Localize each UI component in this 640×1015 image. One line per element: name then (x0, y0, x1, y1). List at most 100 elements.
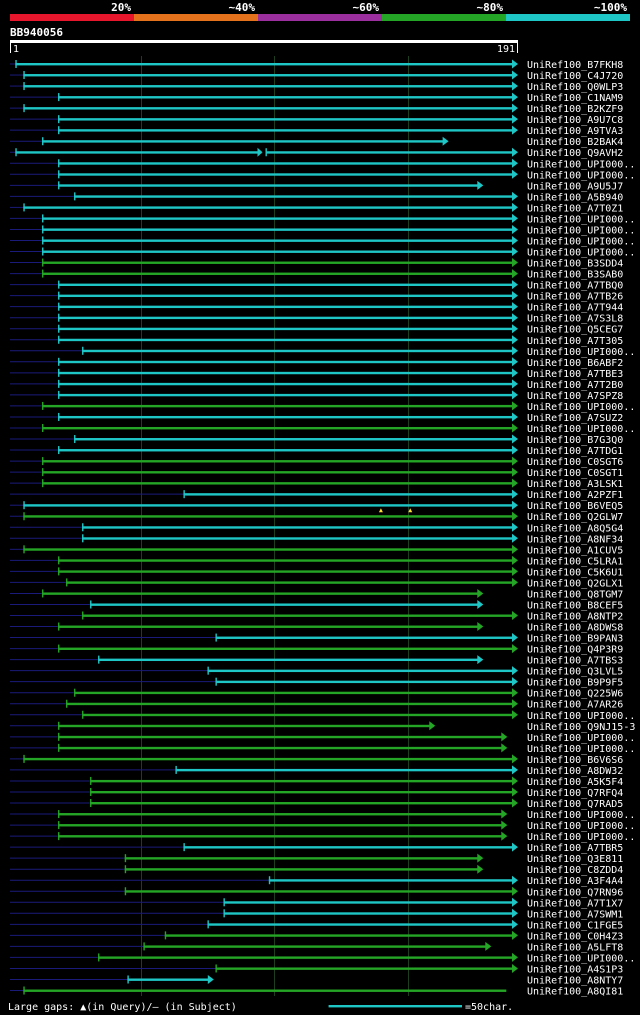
hit-label[interactable]: UniRef100_Q8TGM7 (527, 589, 623, 600)
hit-bar[interactable] (42, 460, 513, 463)
hit-bar[interactable] (58, 813, 503, 816)
hit-bar[interactable] (58, 382, 513, 386)
hit-label[interactable]: UniRef100_A7T305 (527, 336, 623, 347)
hit-bar[interactable] (42, 471, 513, 474)
hit-label[interactable]: UniRef100_A7SPZ8 (527, 391, 623, 402)
hit-bar[interactable] (82, 614, 514, 617)
hit-bar[interactable] (23, 757, 514, 761)
hit-bar[interactable] (58, 559, 513, 562)
hit-label[interactable]: UniRef100_B2KZF9 (527, 104, 623, 115)
hit-bar[interactable] (42, 228, 513, 231)
hit-label[interactable]: UniRef100_Q225W6 (527, 689, 623, 700)
hit-label[interactable]: UniRef100_A8NTY7 (527, 975, 623, 986)
hit-label[interactable]: UniRef100_Q0WLP3 (527, 82, 623, 93)
hit-label[interactable]: UniRef100_A5K5F4 (527, 777, 623, 788)
hit-bar[interactable] (124, 868, 479, 871)
hit-bar[interactable] (42, 239, 513, 242)
hit-label[interactable]: UniRef100_UPI000.. (527, 170, 635, 181)
hit-label[interactable]: UniRef100_UPI000.. (527, 711, 635, 722)
hit-bar[interactable] (42, 272, 513, 275)
hit-label[interactable]: UniRef100_UPI000.. (527, 214, 635, 225)
hit-label[interactable]: UniRef100_B3SDD4 (527, 259, 623, 270)
hit-label[interactable]: UniRef100_C8ZDD4 (527, 865, 623, 876)
hit-label[interactable]: UniRef100_A7S3L8 (527, 314, 623, 325)
hit-bar[interactable] (183, 493, 513, 496)
hit-label[interactable]: UniRef100_UPI000.. (527, 248, 635, 259)
hit-label[interactable]: UniRef100_A8DWS8 (527, 623, 623, 634)
hit-label[interactable]: UniRef100_C5K6U1 (527, 567, 623, 578)
hit-bar[interactable] (23, 504, 514, 507)
hit-label[interactable]: UniRef100_C4J720 (527, 71, 623, 82)
hit-label[interactable]: UniRef100_UPI000.. (527, 225, 635, 236)
hit-label[interactable]: UniRef100_A7T0Z1 (527, 203, 623, 214)
hit-bar[interactable] (58, 393, 513, 397)
hit-label[interactable]: UniRef100_A7T1X7 (527, 898, 623, 909)
hit-bar[interactable] (58, 327, 513, 331)
hit-bar[interactable] (58, 360, 513, 364)
hit-bar[interactable] (58, 835, 503, 838)
hit-label[interactable]: UniRef100_Q7RFQ4 (527, 788, 623, 799)
hit-bar[interactable] (66, 702, 514, 706)
hit-bar[interactable] (42, 426, 513, 430)
hit-bar[interactable] (58, 415, 513, 419)
hit-label[interactable]: UniRef100_Q2GLX1 (527, 578, 623, 589)
hit-label[interactable]: UniRef100_A8DW32 (527, 766, 623, 777)
hit-bar[interactable] (58, 316, 513, 320)
hit-bar[interactable] (207, 923, 513, 926)
hit-label[interactable]: UniRef100_UPI000.. (527, 821, 635, 832)
hit-bar[interactable] (223, 901, 513, 904)
hit-label[interactable]: UniRef100_C5LRA1 (527, 556, 623, 567)
hit-label[interactable]: UniRef100_A7TBE3 (527, 369, 623, 380)
hit-label[interactable]: UniRef100_UPI000.. (527, 402, 635, 413)
hit-label[interactable]: UniRef100_A7SUZ2 (527, 413, 623, 424)
hit-label[interactable]: UniRef100_C0H4Z3 (527, 931, 623, 942)
hit-label[interactable]: UniRef100_A7TB26 (527, 292, 623, 303)
hit-label[interactable]: UniRef100_B6V6S6 (527, 755, 623, 766)
hit-label[interactable]: UniRef100_A3LSK1 (527, 479, 623, 490)
hit-label[interactable]: UniRef100_A2PZF1 (527, 490, 623, 501)
hit-bar[interactable] (58, 824, 503, 827)
hit-label[interactable]: UniRef100_A8Q5G4 (527, 523, 623, 534)
hit-bar[interactable] (15, 63, 513, 66)
hit-label[interactable]: UniRef100_B6VEQ5 (527, 501, 623, 512)
hit-bar[interactable] (58, 283, 513, 286)
hit-label[interactable]: UniRef100_B2BAK4 (527, 137, 623, 148)
hit-label[interactable]: UniRef100_Q3E811 (527, 854, 623, 865)
hit-label[interactable]: UniRef100_B9P9F5 (527, 678, 623, 689)
hit-label[interactable]: UniRef100_UPI000.. (527, 733, 635, 744)
hit-bar[interactable] (98, 658, 479, 662)
hit-bar[interactable] (58, 184, 479, 187)
hit-bar[interactable] (42, 482, 513, 485)
hit-bar[interactable] (183, 846, 513, 849)
hit-bar[interactable] (42, 140, 444, 143)
hit-label[interactable]: UniRef100_A7AR26 (527, 700, 623, 711)
hit-label[interactable]: UniRef100_Q9NJ15-3 (527, 722, 635, 733)
hit-label[interactable]: UniRef100_A3F4A4 (527, 876, 623, 887)
hit-label[interactable]: UniRef100_A9U7C8 (527, 115, 623, 126)
hit-bar[interactable] (143, 945, 487, 948)
hit-bar[interactable] (215, 636, 513, 639)
hit-label[interactable]: UniRef100_UPI000.. (527, 424, 635, 435)
hit-label[interactable]: UniRef100_C0SGT1 (527, 468, 623, 479)
hit-label[interactable]: UniRef100_UPI000.. (527, 744, 635, 755)
hit-bar[interactable] (66, 581, 514, 584)
hit-label[interactable]: UniRef100_A7TDG1 (527, 446, 623, 457)
hit-bar[interactable] (58, 647, 513, 650)
hit-label[interactable]: UniRef100_Q4P3R9 (527, 645, 623, 656)
hit-bar[interactable] (82, 349, 514, 353)
hit-bar[interactable] (90, 802, 513, 805)
hit-label[interactable]: UniRef100_C0SGT6 (527, 457, 623, 468)
hit-bar[interactable] (74, 438, 513, 441)
hit-label[interactable]: UniRef100_A7TBS3 (527, 656, 623, 667)
hit-label[interactable]: UniRef100_Q2GLW7 (527, 512, 623, 523)
hit-label[interactable]: UniRef100_A8NF34 (527, 534, 623, 545)
hit-bar[interactable] (58, 118, 513, 121)
hit-bar[interactable] (215, 967, 513, 970)
hit-label[interactable]: UniRef100_C1FGE5 (527, 920, 623, 931)
hit-bar[interactable] (58, 371, 513, 375)
hit-bar[interactable] (23, 206, 514, 209)
hit-bar[interactable] (58, 625, 479, 628)
hit-bar[interactable] (23, 74, 514, 77)
hit-label[interactable]: UniRef100_A7SWM1 (527, 909, 623, 920)
hit-bar[interactable] (58, 294, 513, 298)
